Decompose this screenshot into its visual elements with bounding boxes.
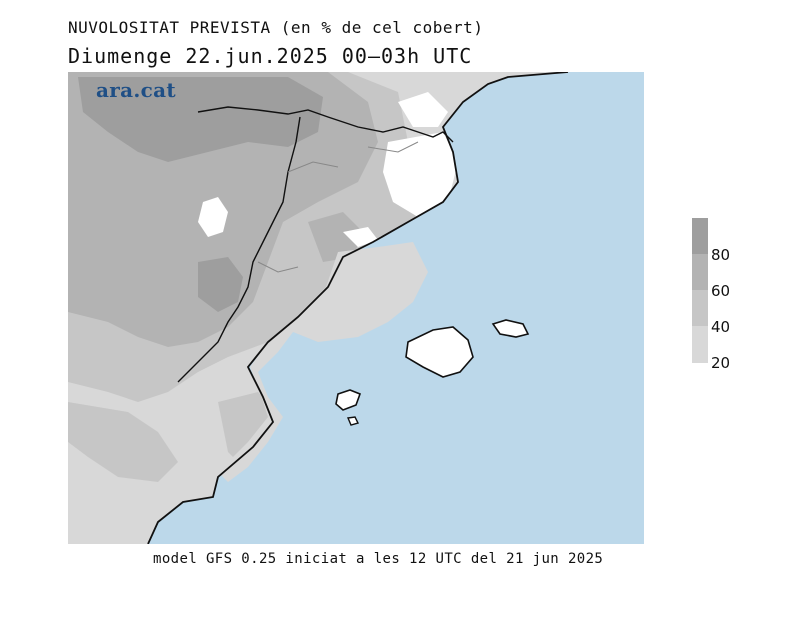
forecast-date: Diumenge 22.jun.2025 00–03h UTC	[68, 44, 473, 68]
legend-swatch-80	[692, 254, 708, 290]
ara-cat-logo: ara.cat	[96, 78, 176, 102]
legend-colorbar	[692, 218, 708, 363]
mallorca	[405, 326, 474, 378]
legend-swatch-60	[692, 290, 708, 326]
province-borders	[257, 141, 419, 273]
region-border	[177, 116, 301, 383]
country-border	[197, 106, 454, 143]
cloud-80-zones	[78, 77, 323, 312]
legend-swatch-100	[692, 218, 708, 254]
formentera	[346, 416, 360, 426]
map-title: NUVOLOSITAT PREVISTA (en % de cel cobert…	[68, 18, 484, 37]
ibiza	[335, 389, 362, 411]
legend-label-60: 60	[711, 282, 731, 300]
legend-label-20: 20	[711, 354, 731, 372]
legend-label-40: 40	[711, 318, 731, 336]
cloud-over-sea	[218, 242, 428, 482]
menorca	[491, 319, 530, 338]
balearic-islands	[335, 319, 530, 426]
coastline	[147, 72, 569, 544]
clear-sky-patches	[198, 92, 458, 247]
cloud-cover-map	[68, 72, 644, 544]
model-info: model GFS 0.25 iniciat a les 12 UTC del …	[153, 551, 604, 567]
legend-swatch-40	[692, 326, 708, 363]
legend-label-80: 80	[711, 246, 731, 264]
